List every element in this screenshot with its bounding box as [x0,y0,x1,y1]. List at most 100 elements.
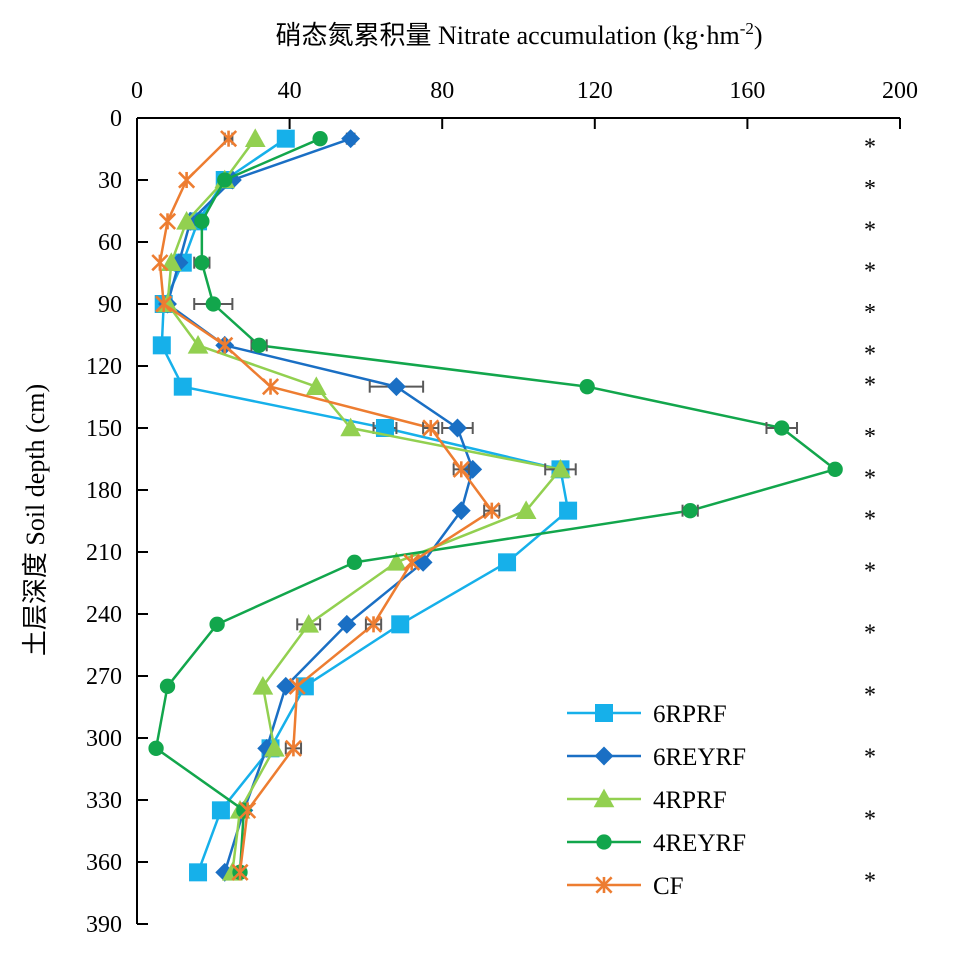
data-point-square [211,801,230,820]
significance-asterisk: * [864,341,876,367]
y-tick-label: 30 [98,168,122,194]
data-point-asterisk [158,212,177,230]
data-point-asterisk [284,739,302,757]
data-point-diamond [169,253,189,273]
y-tick-label: 150 [86,416,122,442]
data-point-asterisk [216,336,234,354]
significance-asterisk: * [864,620,876,646]
data-point-circle [159,678,176,694]
data-point-triangle [386,551,407,571]
x-tick-label: 200 [882,78,918,104]
data-point-triangle [298,613,320,633]
x-tick-label: 40 [278,78,302,104]
series-CF [151,130,501,881]
data-point-triangle [157,293,178,313]
series-line [160,137,570,873]
legend-item-CF: CF [567,873,684,900]
data-point-asterisk [483,502,501,520]
series-line [154,137,837,873]
significance-asterisk: * [864,868,876,894]
y-tick-label: 270 [86,664,122,690]
data-point-circle [194,255,210,271]
data-point-triangle [340,417,361,437]
significance-asterisk: * [864,744,876,770]
data-point-square [595,704,613,722]
data-point-asterisk [151,254,169,272]
series-6RPRF [152,129,578,882]
x-axis-title-sup: -2 [740,19,754,38]
data-point-triangle [176,210,197,230]
y-tick-label: 60 [98,230,122,256]
significance-asterisk: * [864,135,876,161]
legend: 6RPRF 6REYRF 4RPRF 4REYRF CF [567,701,746,900]
data-point-diamond [594,746,614,766]
significance-asterisk: * [864,372,876,398]
significance-asterisk: * [864,507,876,533]
y-tick-label: 300 [86,726,122,752]
y-tick-label: 330 [86,788,122,814]
data-point-circle [148,740,164,756]
y-tick-label: 0 [110,106,122,132]
data-point-square [276,129,295,148]
legend-label: CF [653,873,684,900]
y-tick-label: 390 [86,912,122,938]
data-point-diamond [276,676,296,696]
data-point-circle [194,213,210,229]
significance-marks: * * * * * * * * * * * * * * * * [864,135,876,895]
data-point-square [375,419,394,437]
data-point-triangle [550,458,571,478]
significance-asterisk: * [864,682,876,708]
y-tick-label: 180 [86,478,122,504]
x-axis-title: 硝态氮累积量 Nitrate accumulation (kg·hm-2) [275,19,762,50]
series-line [166,137,562,873]
data-point-diamond [451,501,471,521]
significance-asterisk: * [864,806,876,832]
y-axis-title: 土层深度 Soil depth (cm) [21,384,50,656]
legend-item-6RPRF: 6RPRF [567,701,727,728]
x-tick-label: 120 [577,78,613,104]
legend-item-4RPRF: 4RPRF [567,787,727,814]
significance-asterisk: * [864,176,876,202]
data-point-diamond [448,418,467,438]
data-point-asterisk [178,171,196,189]
data-point-triangle [305,376,327,395]
legend-item-4REYRF: 4REYRF [567,830,746,857]
data-point-triangle [515,500,537,519]
data-point-asterisk [261,378,280,396]
legend-item-6REYRF: 6REYRF [567,744,746,771]
data-point-circle [596,834,612,850]
legend-label: 6RPRF [653,701,727,728]
data-point-asterisk [422,419,440,437]
data-point-circle [205,296,221,312]
x-tick-label: 80 [430,78,454,104]
data-point-asterisk [452,460,470,478]
data-point-circle [209,616,225,632]
data-point-square [559,501,578,520]
data-point-triangle [252,675,274,695]
x-axis-title-main: 硝态氮累积量 Nitrate accumulation (kg·hm [275,21,739,50]
data-point-diamond [337,614,357,634]
data-point-asterisk [219,130,238,148]
data-point-circle [346,554,363,570]
significance-asterisk: * [864,424,876,450]
data-point-square [498,553,517,572]
y-tick-label: 240 [86,602,122,628]
y-tick-label: 120 [86,354,122,380]
legend-label: 4REYRF [653,830,746,857]
legend-label: 6REYRF [653,744,746,771]
significance-asterisk: * [864,259,876,285]
series-6REYRF [158,129,483,882]
series-line [158,137,494,873]
series-4RPRF [157,128,577,881]
data-point-triangle [244,128,266,147]
data-point-square [173,377,192,396]
y-tick-label: 210 [86,540,122,566]
axes: 0 40 80 120 160 200 0 30 60 90 120 150 180 210 240 270 3… [86,78,918,938]
data-point-asterisk [288,677,306,695]
data-point-asterisk [364,615,383,633]
y-tick-label: 90 [98,292,122,318]
data-point-circle [579,379,595,395]
data-point-square [152,336,171,355]
legend-label: 4RPRF [653,787,727,814]
